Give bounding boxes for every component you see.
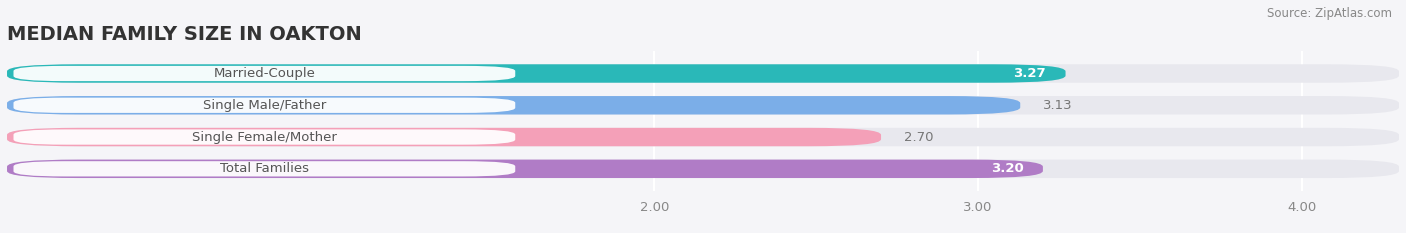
Text: 2.70: 2.70 [904, 130, 934, 144]
FancyBboxPatch shape [14, 161, 515, 176]
FancyBboxPatch shape [7, 160, 1399, 178]
FancyBboxPatch shape [7, 160, 1043, 178]
FancyBboxPatch shape [14, 129, 515, 145]
Text: MEDIAN FAMILY SIZE IN OAKTON: MEDIAN FAMILY SIZE IN OAKTON [7, 25, 361, 44]
FancyBboxPatch shape [7, 64, 1066, 83]
Text: Single Male/Father: Single Male/Father [202, 99, 326, 112]
FancyBboxPatch shape [14, 66, 515, 81]
Text: Single Female/Mother: Single Female/Mother [193, 130, 337, 144]
FancyBboxPatch shape [7, 64, 1399, 83]
Text: Source: ZipAtlas.com: Source: ZipAtlas.com [1267, 7, 1392, 20]
Text: Total Families: Total Families [219, 162, 309, 175]
Text: 3.27: 3.27 [1014, 67, 1046, 80]
FancyBboxPatch shape [7, 128, 1399, 146]
Text: 3.20: 3.20 [991, 162, 1024, 175]
FancyBboxPatch shape [7, 96, 1021, 114]
Text: 3.13: 3.13 [1043, 99, 1073, 112]
FancyBboxPatch shape [7, 96, 1399, 114]
FancyBboxPatch shape [7, 128, 882, 146]
FancyBboxPatch shape [14, 98, 515, 113]
Text: Married-Couple: Married-Couple [214, 67, 315, 80]
